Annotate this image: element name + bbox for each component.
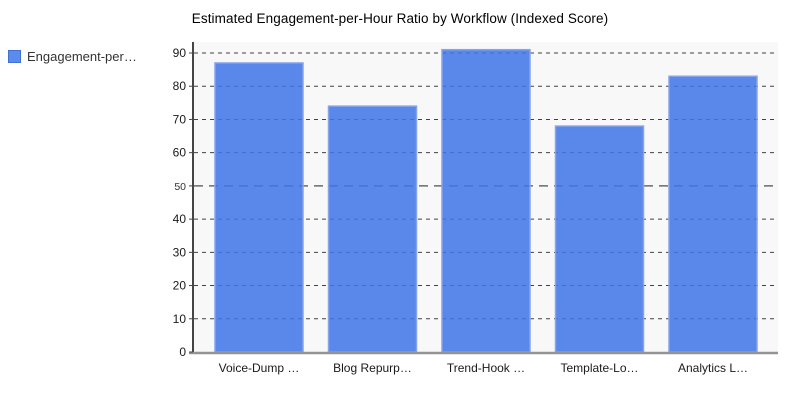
- bar-trend-hook[interactable]: [441, 48, 531, 353]
- x-category-label: Blog Repurp…: [333, 361, 412, 375]
- legend-item-engagement[interactable]: Engagement-per…: [8, 49, 137, 64]
- y-tick-label: 70: [173, 112, 187, 126]
- bar-template-lo[interactable]: [554, 125, 645, 353]
- x-category-label: Trend-Hook …: [447, 361, 525, 375]
- bar-blog-repurp[interactable]: [327, 105, 418, 353]
- y-tick-label: 30: [173, 245, 187, 259]
- legend-swatch-icon: [8, 50, 21, 63]
- legend-label: Engagement-per…: [27, 49, 137, 64]
- chart-title: Estimated Engagement-per-Hour Ratio by W…: [191, 11, 609, 26]
- y-tick-label: 60: [173, 146, 187, 160]
- x-category-label: Voice-Dump …: [219, 361, 300, 375]
- y-tick-label: 10: [173, 312, 187, 326]
- y-tick-label: 40: [173, 212, 187, 226]
- x-category-label: Analytics L…: [678, 361, 748, 375]
- y-tick-label: 80: [173, 79, 187, 93]
- y-tick-label: 20: [173, 279, 187, 293]
- y-tick-label: 50: [174, 181, 186, 193]
- y-tick-label: 0: [179, 345, 186, 359]
- y-tick-label: 90: [173, 46, 187, 60]
- bar-voice-dump[interactable]: [214, 62, 304, 353]
- bar-analytics-l[interactable]: [668, 75, 758, 353]
- x-category-label: Template-Lo…: [560, 361, 638, 375]
